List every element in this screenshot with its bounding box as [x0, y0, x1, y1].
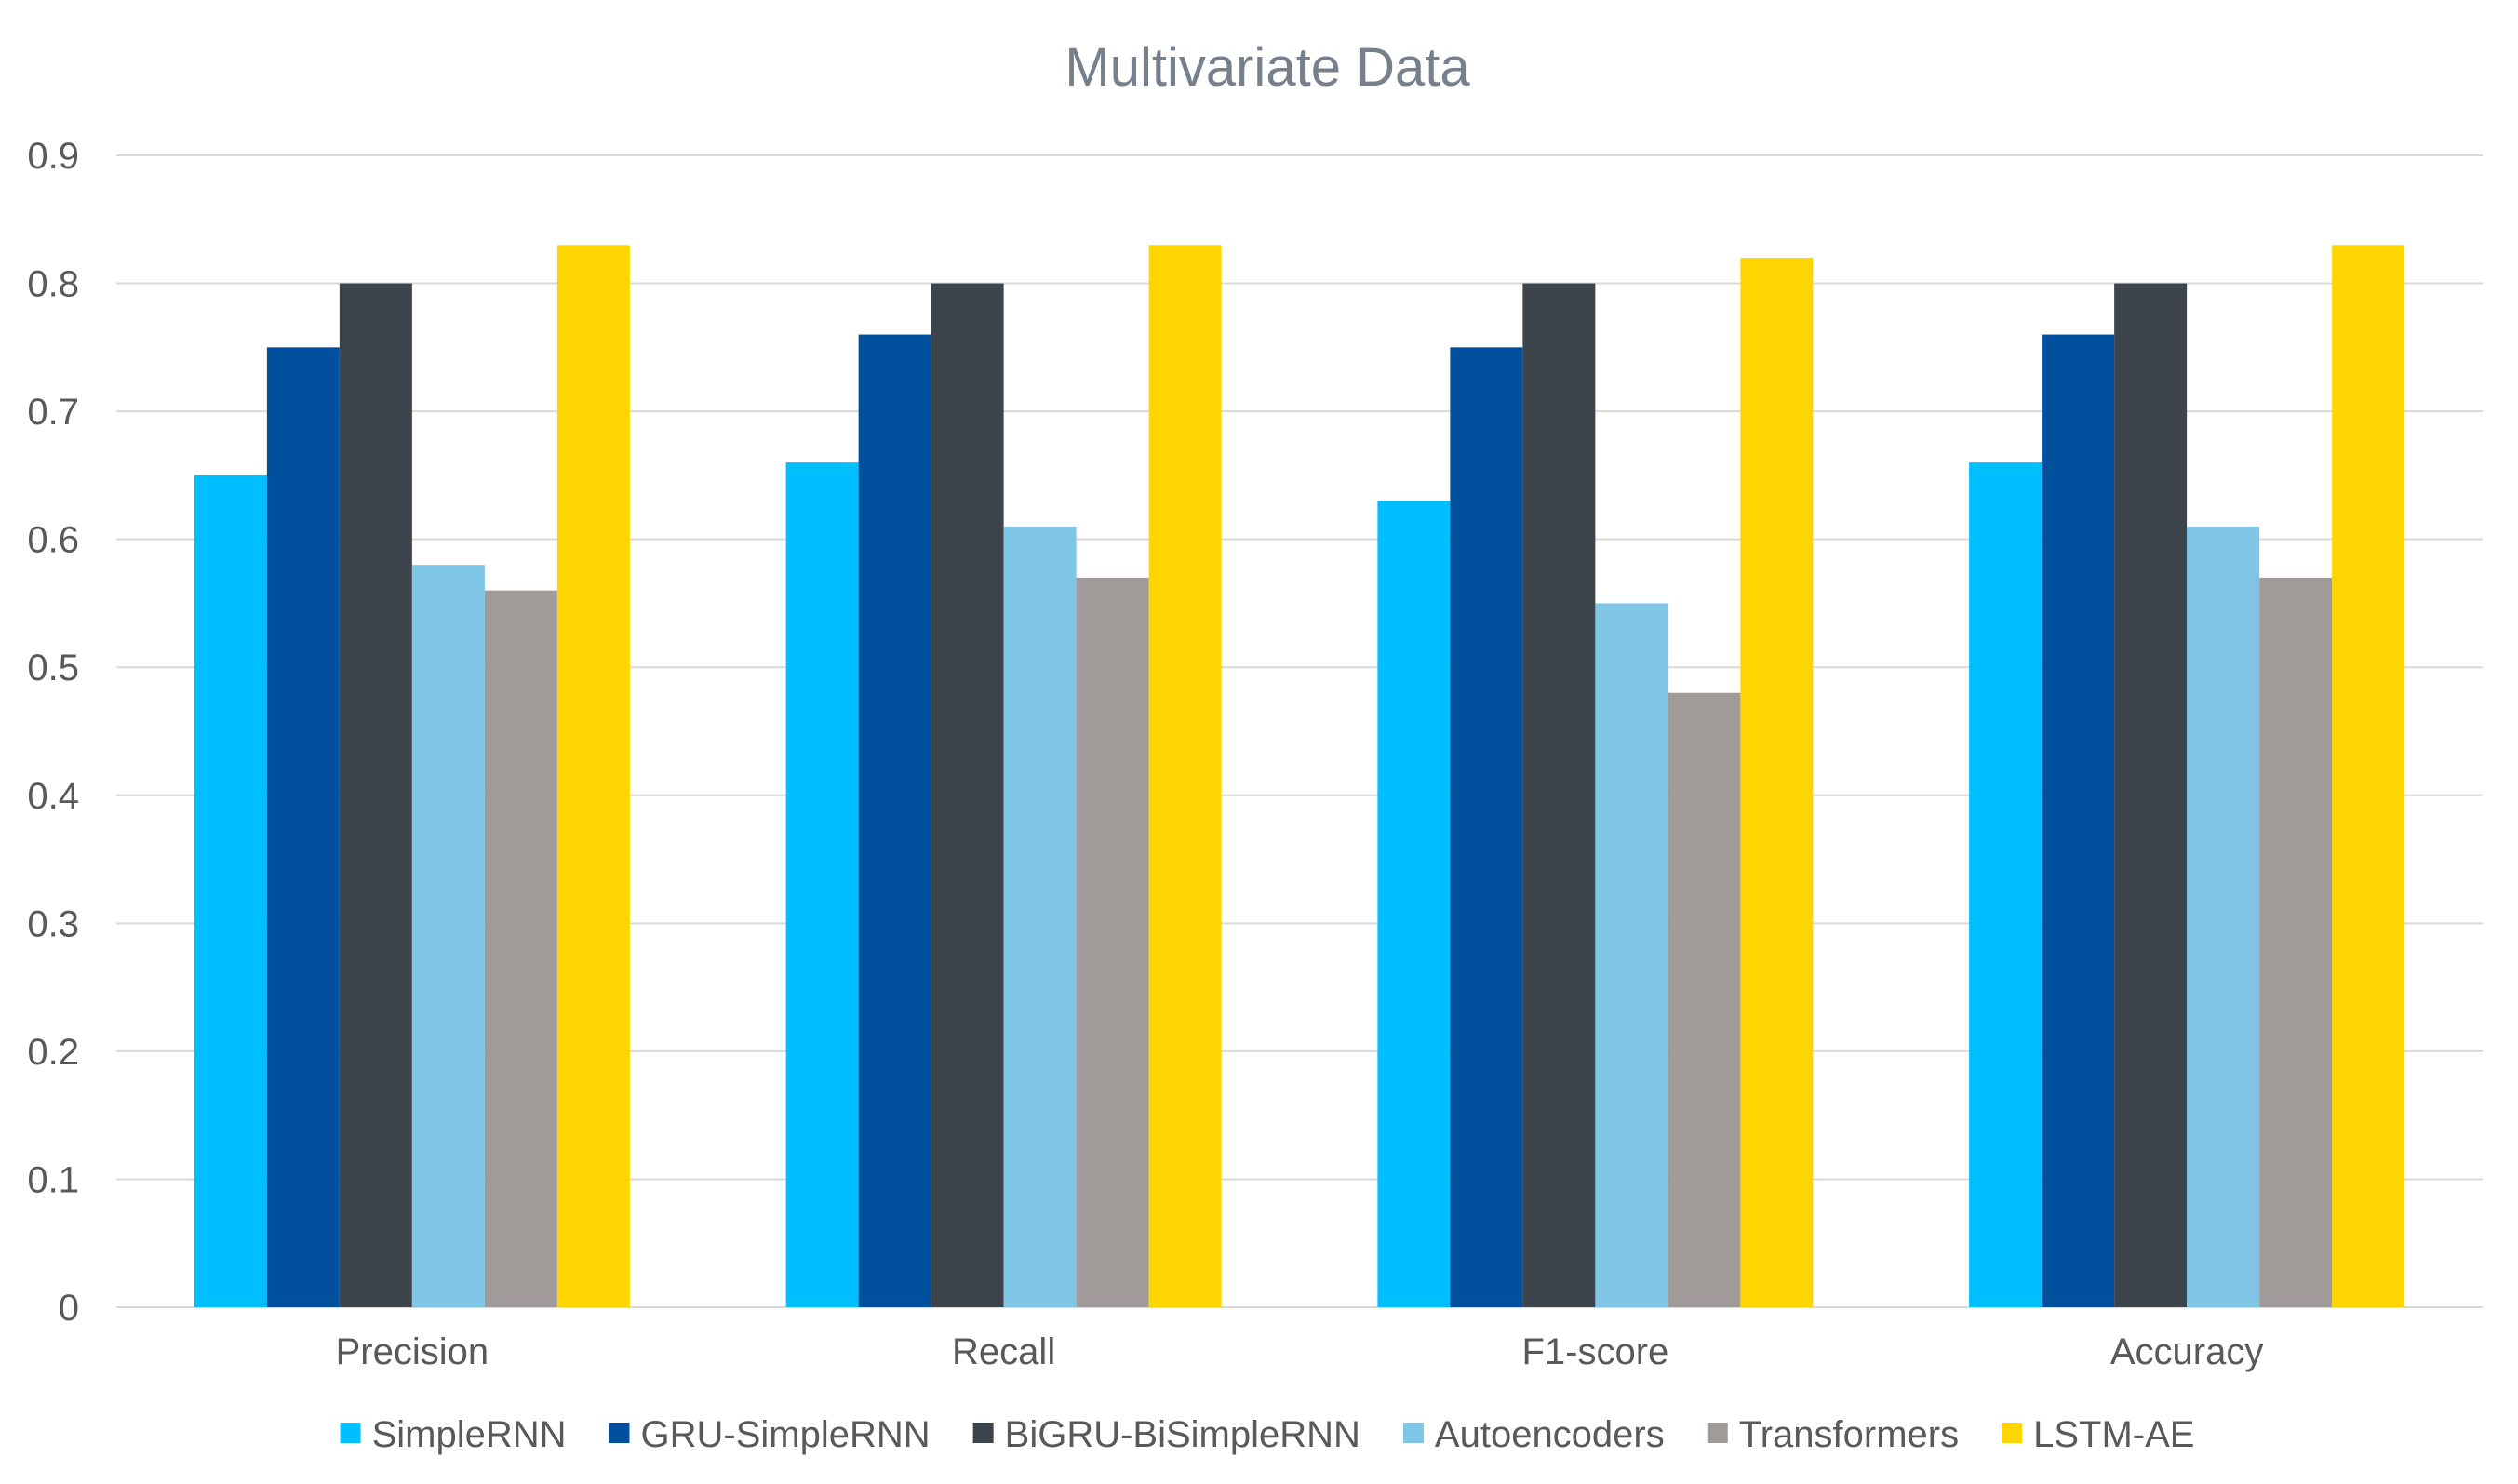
bar-bigru-bisimplernn-precision [339, 283, 412, 1307]
legend-swatch [972, 1423, 994, 1443]
category-label: Accuracy [2110, 1331, 2264, 1372]
bar-simplernn-recall [785, 462, 859, 1308]
legend-label: LSTM-AE [2033, 1414, 2194, 1455]
legend-swatch [1707, 1423, 1728, 1443]
y-tick-label: 0.3 [27, 903, 79, 944]
bar-gru-simplernn-precision [266, 347, 340, 1307]
bar-simplernn-accuracy [1969, 462, 2043, 1308]
bar-bigru-bisimplernn-accuracy [2114, 283, 2188, 1307]
legend-label: Transformers [1739, 1414, 1959, 1455]
legend-swatch [340, 1423, 361, 1443]
legend-item: SimpleRNN [340, 1414, 567, 1455]
bar-gru-simplernn-f1-score [1450, 347, 1523, 1307]
bar-autoencoders-f1-score [1595, 603, 1668, 1307]
y-tick-label: 0 [59, 1288, 79, 1329]
y-tick-label: 0.9 [27, 136, 79, 177]
bar-transformers-f1-score [1668, 692, 1741, 1307]
bar-autoencoders-accuracy [2187, 526, 2260, 1307]
y-axis-ticks: 0 0.1 0.2 0.3 0.4 0.5 0.6 0.7 0.8 0.9 [27, 136, 79, 1329]
bar-transformers-accuracy [2259, 577, 2333, 1307]
bar-transformers-recall [1076, 577, 1149, 1307]
legend-swatch [609, 1423, 630, 1443]
y-tick-label: 0.1 [27, 1159, 79, 1200]
bar-bigru-bisimplernn-f1-score [1522, 283, 1596, 1307]
y-tick-label: 0.4 [27, 776, 79, 817]
category-label: Precision [336, 1331, 489, 1372]
legend-label: GRU-SimpleRNN [641, 1414, 931, 1455]
y-tick-label: 0.5 [27, 648, 79, 689]
y-tick-label: 0.2 [27, 1032, 79, 1073]
x-axis-categories: Precision Recall F1-score Accuracy [336, 1331, 2264, 1372]
bar-autoencoders-recall [1003, 526, 1077, 1307]
chart-title: Multivariate Data [1065, 37, 1470, 98]
bar-lstm-ae-accuracy [2332, 245, 2405, 1308]
legend-item: BiGRU-BiSimpleRNN [972, 1414, 1360, 1455]
bar-lstm-ae-f1-score [1740, 258, 1814, 1307]
category-label: Recall [952, 1331, 1055, 1372]
bar-transformers-precision [484, 590, 557, 1307]
bar-autoencoders-precision [411, 565, 485, 1307]
legend-swatch [1402, 1423, 1424, 1443]
legend-item: Transformers [1707, 1414, 1959, 1455]
bar-lstm-ae-recall [1148, 245, 1222, 1308]
legend-label: Autoencoders [1435, 1414, 1665, 1455]
legend-swatch [2002, 1423, 2023, 1443]
bar-lstm-ae-precision [556, 245, 630, 1308]
legend: SimpleRNN GRU-SimpleRNN BiGRU-BiSimpleRNN A… [340, 1414, 2194, 1455]
y-tick-label: 0.8 [27, 264, 79, 305]
category-label: F1-score [1521, 1331, 1668, 1372]
legend-item: GRU-SimpleRNN [609, 1414, 931, 1455]
bar-gru-simplernn-accuracy [2042, 334, 2115, 1308]
bar-simplernn-f1-score [1377, 501, 1451, 1307]
bar-gru-simplernn-recall [858, 334, 931, 1308]
legend-label: SimpleRNN [372, 1414, 567, 1455]
bar-bigru-bisimplernn-recall [931, 283, 1004, 1307]
legend-item: LSTM-AE [2002, 1414, 2194, 1455]
y-tick-label: 0.6 [27, 520, 79, 561]
legend-label: BiGRU-BiSimpleRNN [1005, 1414, 1360, 1455]
bars [194, 245, 2405, 1308]
legend-item: Autoencoders [1402, 1414, 1665, 1455]
bar-simplernn-precision [194, 475, 267, 1307]
y-tick-label: 0.7 [27, 392, 79, 433]
